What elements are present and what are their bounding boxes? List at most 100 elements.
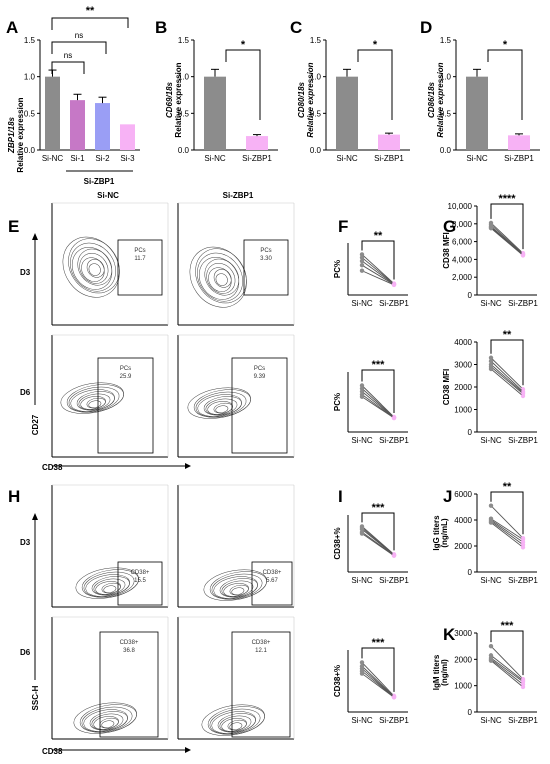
e-plot-2-gate-value: 25.9	[120, 374, 132, 380]
e-plot-0-contours	[62, 236, 120, 298]
e-plot-1-gate-name: PCs	[260, 248, 271, 254]
d-ytick-label-3: 1.5	[440, 36, 452, 45]
pair-j-ylabel-unit: (ng/mL)	[440, 518, 449, 548]
b-xtick-label-0: Si-NC	[204, 154, 226, 163]
panel-letter-a: A	[6, 18, 18, 37]
d-ylabel-gene: CD86/18s	[427, 81, 436, 118]
b-sig: *	[241, 39, 246, 51]
pair-k-sig-label: ***	[501, 620, 515, 632]
pair-g-top-pair-line-0	[490, 222, 524, 254]
e-x-arrowhead	[185, 463, 191, 469]
h-plot-1-gate-name: CD38+	[263, 570, 282, 576]
e-plot-1-contour-9	[189, 246, 247, 308]
e-plot-3-gate-name: PCs	[254, 366, 265, 372]
pair-f-bottom-sig-label: ***	[372, 359, 386, 371]
pair-k-sig-bracket	[490, 630, 524, 676]
pair-g-top-ytick-label-2: 4,000	[452, 255, 473, 264]
pair-g-top-sig-bracket	[490, 203, 524, 250]
pair-k-ytick-label-1: 1000	[454, 682, 472, 691]
pair-g-top-ytick-label-1: 2,000	[452, 273, 473, 282]
pair-k-xtick-label-0: Si-NC	[480, 716, 502, 725]
e-plot-0-gate-name: PCs	[134, 248, 145, 254]
h-plot-0-contour-4	[93, 578, 126, 596]
e-plot-1-contour-3	[208, 267, 232, 292]
a-bar-1	[70, 100, 85, 150]
c-xtick-label-0: Si-NC	[336, 154, 358, 163]
pair-j-xtick-label-1: Si-ZBP1	[508, 576, 538, 585]
pair-j-ylabel: IgG titers	[432, 515, 441, 551]
pair-i-bottom-point-zbp1-4	[391, 695, 397, 700]
d-ytick-label-2: 1.0	[440, 73, 452, 82]
pair-k-ytick-label-3: 3000	[454, 629, 472, 638]
a-ylabel-gene: ZBP1/18s	[7, 116, 16, 154]
h-plot-2-contour-1	[101, 720, 115, 728]
a-ytick-label-3: 1.5	[24, 36, 36, 45]
d-bar-1	[508, 135, 530, 150]
h-plot-2-contour-7	[81, 706, 133, 733]
a-ytick-label-0: 0.0	[24, 146, 36, 155]
pair-k-xtick-label-1: Si-ZBP1	[508, 716, 538, 725]
pair-i-top-pair-line-0	[361, 526, 395, 555]
e-plot-1-contour-7	[197, 252, 243, 302]
h-plot-1-contours	[203, 569, 267, 601]
pair-i-bottom-sig-bracket	[361, 647, 395, 692]
a-bar-3	[120, 124, 135, 150]
pair-g-bottom-pair-line-4	[490, 368, 524, 397]
pair-f-bottom-sig-bracket	[361, 369, 395, 413]
a-xtick-label-1: Si-1	[70, 154, 85, 163]
a-ytick-label-1: 0.5	[24, 109, 36, 118]
h-plot-2-contour-4	[91, 713, 124, 731]
pair-f-bottom-ylabel: PC%	[333, 393, 342, 411]
pair-g-top-ytick-label-3: 6,000	[452, 238, 473, 247]
panel-letter-f: F	[338, 217, 348, 236]
pair-g-bottom-pair-line-1	[490, 360, 524, 392]
a-ylabel: Relative expression	[16, 97, 25, 172]
pair-f-bottom-xtick-label-1: Si-ZBP1	[379, 436, 409, 445]
e-row2: D6	[20, 388, 31, 397]
c-ytick-label-2: 1.0	[310, 73, 322, 82]
panel-letter-e: E	[8, 217, 19, 236]
pair-g-bottom-ytick-label-1: 1000	[454, 406, 472, 415]
h-plot-0-gate-value: 15.5	[134, 578, 146, 584]
pair-i-bottom-sig-label: ***	[372, 637, 386, 649]
e-plot-0-contour-8	[68, 238, 120, 294]
c-xtick-label-1: Si-ZBP1	[374, 154, 404, 163]
e-plot-1-contour-6	[198, 257, 240, 300]
h-plot-2-contour-9	[73, 702, 137, 734]
e-plot-0-contour-6	[71, 247, 113, 290]
pair-i-top-point-zbp1-4	[391, 553, 397, 558]
pair-j-ytick-label-3: 6000	[454, 490, 472, 499]
e-plot-0-gate-value: 11.7	[134, 256, 146, 262]
panel-letter-g: G	[443, 217, 456, 236]
e-plot-3-gate-value: 9.39	[254, 374, 266, 380]
e-plot-1-contour-8	[195, 248, 247, 304]
h-plot-3-contour-9	[201, 704, 265, 736]
e-plot-2-gate	[97, 357, 154, 454]
h-plot-2-contour-6	[83, 709, 128, 732]
c-ytick-label-3: 1.5	[310, 36, 322, 45]
h-plot-0-contours	[75, 567, 139, 599]
e-plot-0-contour-3	[81, 257, 105, 282]
h-plot-3-contour-4	[219, 715, 252, 733]
panel-letter-j: J	[443, 487, 452, 506]
pair-k-ytick-label-2: 2000	[454, 655, 472, 664]
panel-letter-i: I	[338, 487, 343, 506]
pair-f-top-pair-line-1	[361, 257, 395, 285]
h-y-arrowhead	[32, 513, 38, 520]
c-ylabel: Relative expression	[306, 62, 315, 137]
pair-f-top-point-nc-2	[359, 258, 365, 264]
a-xtick-label-0: Si-NC	[42, 154, 64, 163]
pair-f-bottom-xtick-label-0: Si-NC	[351, 436, 373, 445]
pair-f-top-ylabel: PC%	[333, 260, 342, 278]
h-plot-2-gate-value: 36.8	[123, 648, 135, 654]
h-plot-2-contour-3	[93, 716, 119, 730]
e-plot-3-contour-3	[207, 401, 233, 415]
pair-g-top-ytick-label-0: 0	[468, 291, 473, 300]
h-plot-0-contour-6	[85, 574, 130, 597]
e-plot-1-contour-4	[206, 263, 236, 294]
a-xtick-label-2: Si-2	[95, 154, 110, 163]
h-plot-1-contour-7	[211, 573, 263, 600]
e-plot-0-contour-2	[86, 259, 105, 278]
pair-f-bottom-pair-line-0	[361, 385, 395, 418]
